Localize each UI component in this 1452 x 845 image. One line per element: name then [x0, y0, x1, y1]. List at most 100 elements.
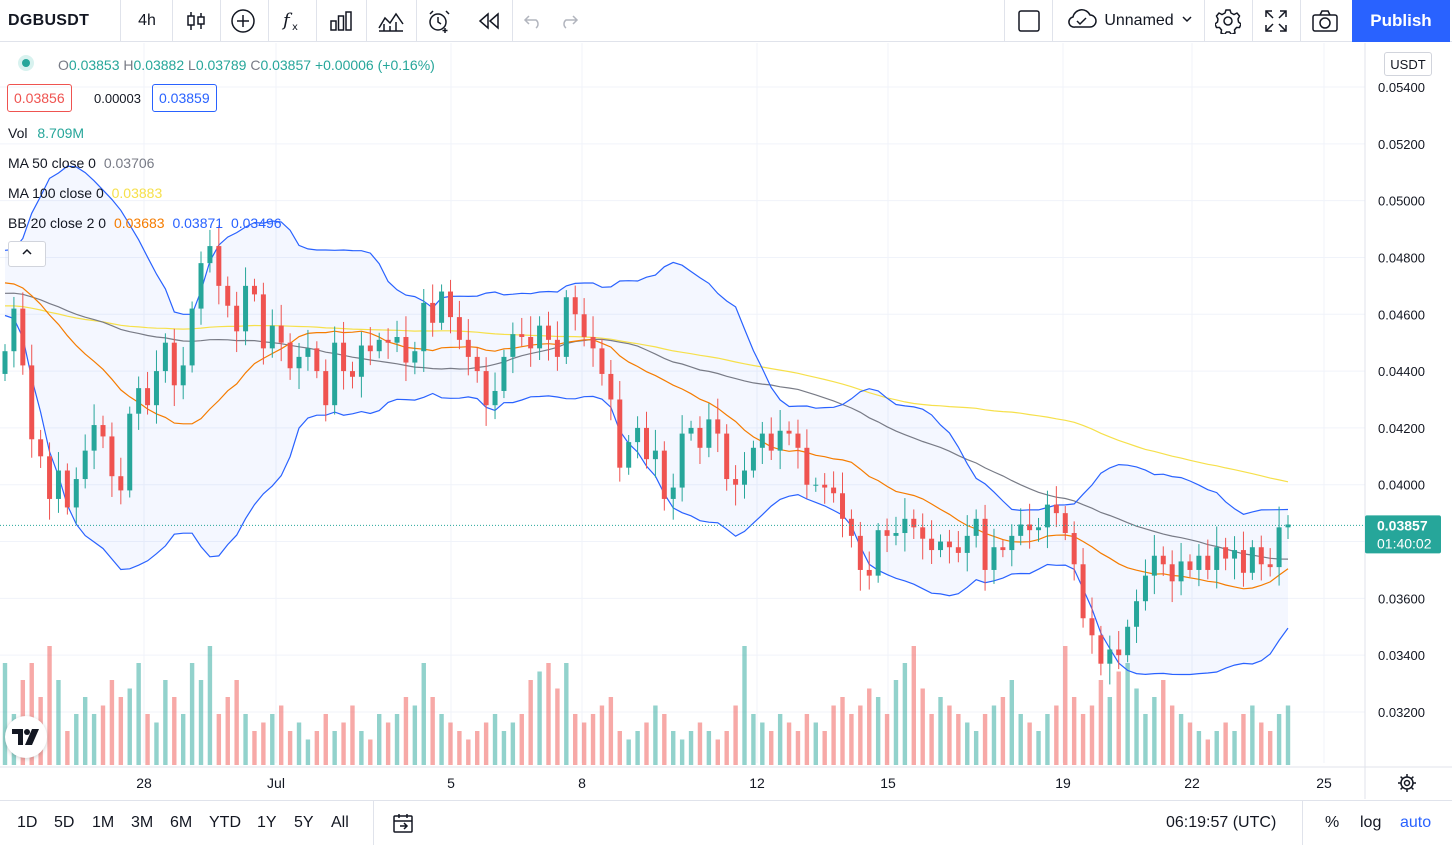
add-indicator-icon[interactable]	[226, 0, 260, 42]
square-icon[interactable]	[1012, 0, 1046, 42]
toolbar-divider	[172, 0, 173, 42]
volume-bar	[127, 688, 132, 765]
candle-body	[251, 285, 257, 295]
candle-body	[724, 433, 730, 480]
auto-toggle[interactable]: auto	[1400, 814, 1432, 831]
volume-bar	[483, 722, 489, 765]
legend-ma100[interactable]: MA 100 close 0 0.03883	[8, 185, 162, 201]
volume-bar	[760, 722, 765, 765]
candle-body	[38, 439, 44, 457]
volume-bar	[1027, 722, 1032, 765]
candle-body	[804, 447, 810, 485]
main-chart[interactable]: 0.05400 0.05200 0.05000 0.04800 0.04600 0.044…	[0, 43, 1452, 799]
log-toggle[interactable]: log	[1360, 814, 1382, 831]
last-price-tag[interactable]	[1365, 515, 1441, 554]
volume-bar	[715, 739, 720, 765]
candle-body	[1205, 555, 1211, 570]
candle-body	[884, 530, 890, 536]
range-5d[interactable]: 5D	[54, 814, 75, 831]
price-tick-label: 0.04000	[1378, 478, 1425, 493]
candle-body	[929, 538, 935, 551]
bar-countdown-label: 01:40:02	[1377, 535, 1432, 551]
volume-bar	[982, 714, 988, 765]
candle-body	[1240, 550, 1246, 573]
fullscreen-icon[interactable]	[1258, 0, 1294, 42]
volume-bar	[56, 680, 61, 765]
volume-bar	[1045, 714, 1050, 765]
volume-bar	[359, 731, 364, 765]
layout-menu-button[interactable]: Unnamed	[1058, 0, 1202, 42]
ma50-label: MA 50 close 0	[8, 155, 96, 171]
volume-bar	[528, 680, 533, 765]
range-5y[interactable]: 5Y	[294, 814, 314, 831]
volume-bar	[1232, 731, 1237, 765]
candle-body	[314, 348, 320, 372]
low-value: 0.03789	[195, 57, 247, 73]
candle-body	[474, 356, 480, 372]
candle-body	[207, 246, 213, 264]
time-tick-label: 22	[1184, 775, 1200, 791]
volume-bar	[573, 714, 578, 765]
legend-bb[interactable]: BB 20 close 2 0 0.03683 0.03871 0.03496	[8, 215, 282, 231]
range-3m[interactable]: 3M	[131, 814, 154, 831]
interval-button[interactable]: 4h	[138, 12, 156, 29]
range-ytd[interactable]: YTD	[209, 814, 241, 831]
candles-icon[interactable]	[180, 0, 212, 42]
range-1m[interactable]: 1M	[92, 814, 115, 831]
sell-price-button[interactable]: 0.03856	[7, 84, 72, 112]
candle-body	[1000, 547, 1006, 551]
candle-body	[626, 442, 632, 468]
volume-bar	[795, 731, 801, 765]
range-1d[interactable]: 1D	[17, 814, 38, 831]
percent-toggle[interactable]: %	[1325, 814, 1340, 831]
volume-bar	[287, 731, 293, 765]
volume-bar	[777, 714, 783, 765]
templates-icon[interactable]	[372, 0, 410, 42]
legend-collapse-button[interactable]	[8, 241, 46, 267]
alert-icon[interactable]	[422, 0, 456, 42]
volume-bar	[261, 722, 266, 765]
legend-volume[interactable]: Vol 8.709M	[8, 125, 84, 141]
candle-body	[287, 342, 293, 369]
volume-bar	[1259, 722, 1264, 765]
candle-body	[750, 447, 756, 471]
volume-value: 8.709M	[37, 125, 85, 141]
tradingview-logo[interactable]	[5, 716, 47, 758]
redo-icon[interactable]	[556, 0, 582, 42]
volume-bar	[706, 731, 712, 765]
volume-bar	[109, 680, 115, 765]
volume-bar	[581, 722, 587, 765]
gear-icon[interactable]	[1210, 0, 1246, 42]
price-scale-currency[interactable]: USDT	[1384, 52, 1432, 76]
chart-settings-icon[interactable]	[1398, 774, 1416, 792]
legend-ma50[interactable]: MA 50 close 0 0.03706	[8, 155, 154, 171]
time-tick-label: Jul	[267, 775, 285, 791]
buy-price-button[interactable]: 0.03859	[152, 84, 217, 112]
candle-body	[73, 479, 79, 508]
camera-icon[interactable]	[1306, 0, 1344, 42]
publish-button[interactable]: Publish	[1352, 0, 1450, 42]
volume-bar	[1018, 714, 1023, 765]
price-tick-label: 0.04600	[1378, 307, 1425, 322]
bb-lower-value: 0.03496	[230, 215, 282, 231]
candle-body	[1053, 504, 1059, 514]
clock[interactable]: 06:19:57 (UTC)	[1166, 814, 1277, 831]
volume-bar	[118, 697, 124, 765]
goto-date-icon[interactable]	[392, 801, 414, 845]
svg-text:x: x	[292, 22, 298, 33]
candle-body	[456, 317, 462, 340]
candle-body	[1178, 561, 1184, 582]
range-1y[interactable]: 1Y	[257, 814, 277, 831]
undo-icon[interactable]	[520, 0, 546, 42]
volume-bar	[163, 680, 168, 765]
bar-chart-icon[interactable]	[324, 0, 358, 42]
toolbar-divider	[268, 0, 269, 42]
range-6m[interactable]: 6M	[170, 814, 193, 831]
volume-bar	[1223, 722, 1228, 765]
price-tick-label: 0.04400	[1378, 364, 1425, 379]
range-all[interactable]: All	[331, 814, 349, 831]
replay-icon[interactable]	[472, 0, 506, 42]
symbol-search-button[interactable]: DGBUSDT	[8, 12, 90, 29]
volume-bar	[1205, 739, 1211, 765]
